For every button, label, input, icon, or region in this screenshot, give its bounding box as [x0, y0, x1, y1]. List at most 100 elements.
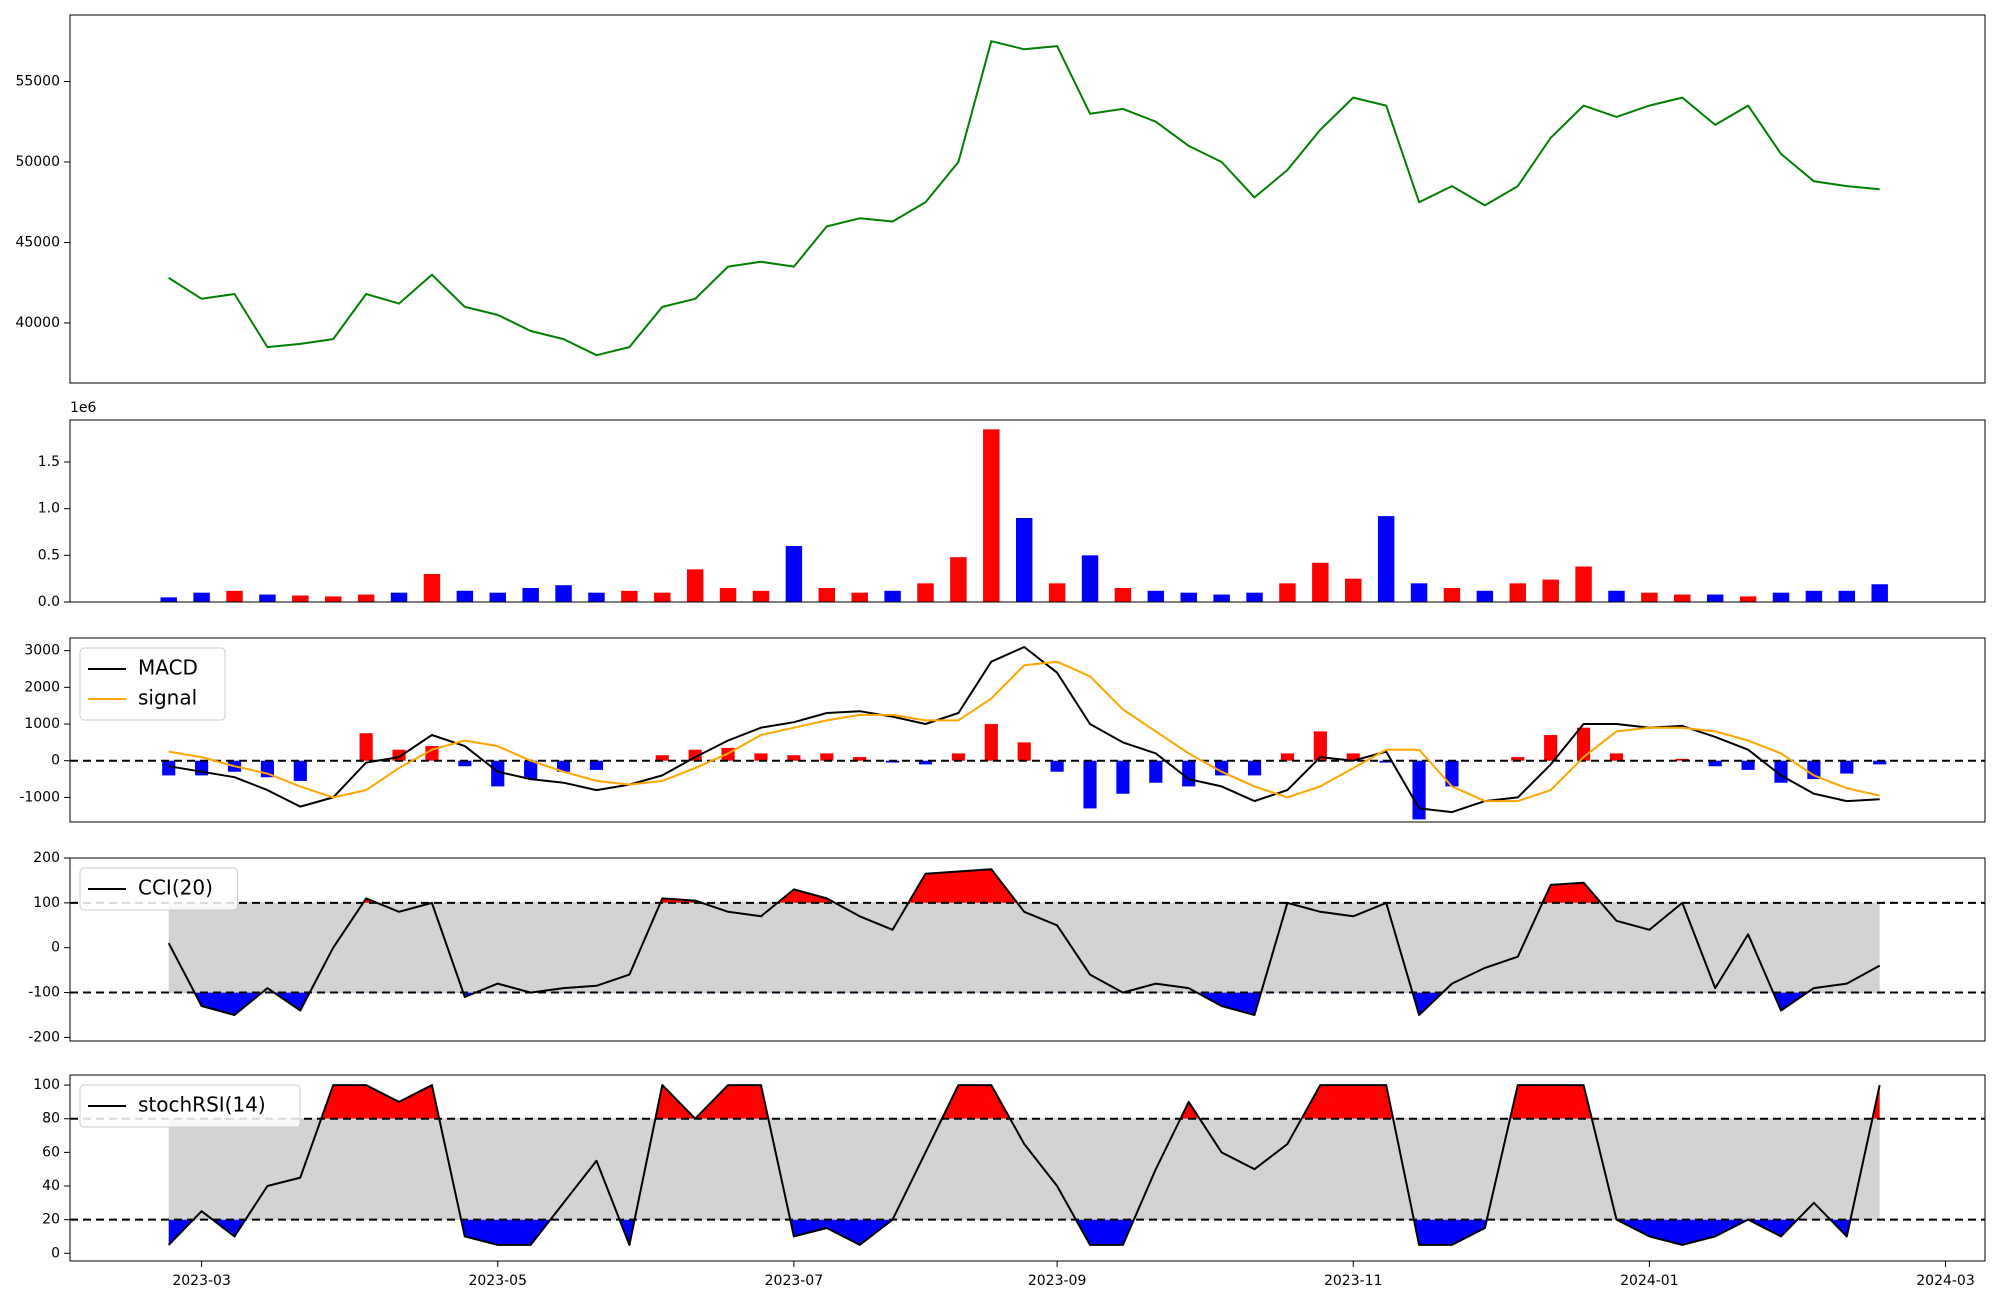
y-tick-label: 0.5: [38, 547, 60, 563]
overbought-fill: [363, 869, 1602, 903]
histogram-bar: [293, 760, 307, 781]
volume-bar: [686, 569, 704, 602]
series-line: [168, 646, 1880, 814]
y-tick-label: 80: [42, 1111, 60, 1127]
y-tick-label: 100: [33, 895, 60, 911]
y-tick-label: -200: [28, 1029, 60, 1045]
histogram-bar: [1511, 757, 1525, 761]
histogram-bar: [951, 753, 965, 761]
volume-bar: [1641, 592, 1658, 602]
y-tick-label: 1.5: [38, 454, 60, 470]
histogram-bar: [1017, 742, 1031, 761]
histogram-bar: [853, 757, 867, 761]
series-line: [167, 868, 1881, 1016]
panel-frame: [69, 1074, 1986, 1262]
histogram-bar: [1708, 760, 1722, 767]
volume-bar: [1312, 562, 1329, 602]
volume-bar: [1674, 594, 1691, 602]
panel-frame: [69, 637, 1986, 823]
volume-bar: [1805, 590, 1823, 602]
legend-label: CCI(20): [138, 876, 213, 900]
histogram-bar: [918, 760, 933, 765]
neutral-band: [168, 1118, 1880, 1220]
volume-bar: [1015, 518, 1033, 602]
volume-bar: [292, 595, 309, 602]
histogram-bar: [688, 749, 702, 761]
volume-bar: [1279, 583, 1296, 602]
histogram-bar: [1083, 760, 1097, 809]
volume-bar: [1345, 578, 1362, 602]
x-tick-label: 2023-11: [1324, 1273, 1383, 1289]
axis-offset-label: 1e6: [70, 400, 97, 416]
histogram-bar: [1280, 753, 1295, 761]
volume-bar: [785, 546, 803, 602]
volume-bar: [325, 596, 342, 602]
series-line: [168, 660, 1880, 803]
histogram-bar: [524, 760, 538, 780]
y-tick-label: 0: [51, 753, 60, 769]
volume-bar: [1575, 566, 1592, 602]
volume-bar: [1838, 590, 1856, 602]
histogram-bar: [1215, 760, 1229, 776]
panel-frame: [69, 14, 1986, 384]
histogram-bar: [1247, 760, 1262, 776]
volume-bar: [983, 429, 1000, 602]
x-tick-label: 2023-09: [1028, 1273, 1087, 1289]
histogram-bar: [1445, 760, 1459, 787]
y-tick-label: 0: [51, 940, 60, 956]
volume-bar: [884, 590, 901, 602]
volume-bar: [456, 590, 474, 602]
y-tick-label: 100: [33, 1077, 60, 1093]
x-tick-label: 2023-03: [172, 1273, 231, 1289]
legend-label: signal: [138, 686, 197, 710]
panel-frame: [69, 419, 1986, 603]
volume-bar: [489, 592, 506, 602]
panel-frame: [69, 857, 1986, 1042]
volume-bar: [193, 592, 210, 602]
volume-bar: [1476, 590, 1494, 602]
volume-bar: [1542, 579, 1559, 602]
y-tick-label: 2000: [24, 679, 60, 695]
volume-bar: [555, 585, 572, 602]
legend-box: [79, 867, 238, 911]
histogram-bar: [984, 724, 998, 761]
y-tick-label: 200: [33, 850, 60, 866]
x-tick-label: 2023-07: [765, 1273, 824, 1289]
histogram-bar: [1544, 735, 1558, 761]
volume-bar: [1706, 594, 1724, 602]
histogram-bar: [1741, 760, 1755, 770]
y-tick-label: 0.0: [38, 594, 60, 610]
series-line: [168, 40, 1880, 357]
histogram-bar: [754, 753, 768, 761]
volume-bar: [1180, 592, 1197, 602]
volume-bar: [1410, 583, 1428, 602]
series-line: [167, 1084, 1881, 1246]
y-tick-label: 0: [51, 1245, 60, 1261]
volume-bar: [1114, 588, 1132, 602]
y-tick-label: 1.0: [38, 501, 60, 517]
volume-bar: [259, 594, 276, 602]
y-tick-label: 45000: [15, 234, 60, 250]
volume-bar: [588, 592, 605, 602]
histogram-bar: [1412, 760, 1426, 820]
x-tick-label: 2024-01: [1620, 1273, 1679, 1289]
volume-bar: [719, 588, 737, 602]
neutral-band: [168, 902, 1880, 993]
volume-bar: [950, 557, 967, 602]
histogram-bar: [1840, 760, 1854, 774]
volume-bar: [357, 594, 375, 602]
volume-bar: [1081, 555, 1099, 602]
volume-bar: [390, 592, 408, 602]
histogram-bar: [589, 760, 604, 770]
volume-bar: [1739, 596, 1757, 602]
volume-bar: [1608, 590, 1625, 602]
histogram-bar: [1346, 753, 1360, 761]
histogram-bar: [1050, 760, 1064, 772]
legend-box: [79, 647, 226, 721]
oversold-fill: [168, 1219, 1851, 1245]
volume-bar: [752, 590, 770, 602]
legend-label: MACD: [138, 656, 198, 680]
histogram-bar: [162, 760, 176, 776]
volume-bar: [917, 583, 934, 602]
